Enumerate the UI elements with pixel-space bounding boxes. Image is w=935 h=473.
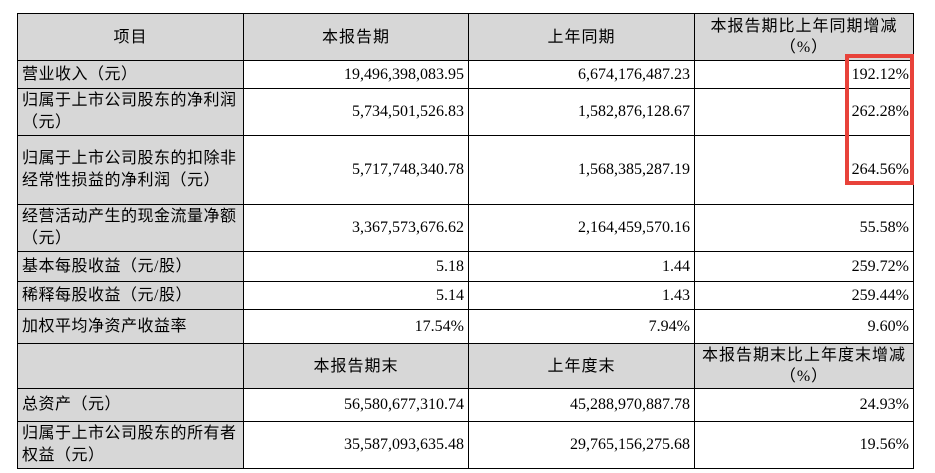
table-row-basic-eps: 基本每股收益（元/股） 5.18 1.44 259.72%: [17, 251, 914, 282]
cell-current: 3,367,573,676.62: [243, 204, 469, 252]
table-row-revenue: 营业收入（元） 19,496,398,083.95 6,674,176,487.…: [17, 60, 914, 89]
cell-prior: 45,288,970,887.78: [468, 388, 695, 422]
row-label: 营业收入（元）: [17, 60, 244, 89]
header-period-change: 本报告期比上年同期增减 （%）: [694, 13, 914, 61]
row-label: 稀释每股收益（元/股）: [17, 281, 244, 310]
cell-prior: 2,164,459,570.16: [468, 204, 695, 252]
cell-prior: 29,765,156,275.68: [468, 421, 695, 469]
cell-change: 264.56%: [694, 135, 914, 205]
header-item: 项目: [17, 13, 244, 61]
cell-change: 192.12%: [694, 60, 914, 89]
cell-prior: 1.43: [468, 281, 695, 310]
header-period-end-change: 本报告期末比上年度末增减 （%）: [694, 343, 914, 389]
row-label: 归属于上市公司股东的净利润（元）: [17, 88, 244, 136]
period-end-header-row: 本报告期末 上年度末 本报告期末比上年度末增减 （%）: [17, 343, 914, 389]
cell-prior: 1.44: [468, 251, 695, 282]
cell-current: 35,587,093,635.48: [243, 421, 469, 469]
cell-current: 5.14: [243, 281, 469, 310]
table-row-weighted-avg-roe: 加权平均净资产收益率 17.54% 7.94% 9.60%: [17, 309, 914, 344]
cell-change: 259.72%: [694, 251, 914, 282]
cell-current: 5,717,748,340.78: [243, 135, 469, 205]
header-current-period: 本报告期: [243, 13, 469, 61]
table-row-operating-cash-flow: 经营活动产生的现金流量净额（元） 3,367,573,676.62 2,164,…: [17, 204, 914, 252]
row-label: 基本每股收益（元/股）: [17, 251, 244, 282]
cell-current: 19,496,398,083.95: [243, 60, 469, 89]
cell-change: 19.56%: [694, 421, 914, 469]
cell-current: 5,734,501,526.83: [243, 88, 469, 136]
cell-current: 56,580,677,310.74: [243, 388, 469, 422]
cell-change: 9.60%: [694, 309, 914, 344]
period-header-row: 项目 本报告期 上年同期 本报告期比上年同期增减 （%）: [17, 13, 914, 61]
cell-change: 262.28%: [694, 88, 914, 136]
table-row-net-profit-excl-nonrecurring: 归属于上市公司股东的扣除非经常性损益的净利润（元） 5,717,748,340.…: [17, 135, 914, 205]
header-period-end-change-line1: 本报告期末比上年度末增减: [701, 347, 906, 364]
header-prior-period: 上年同期: [468, 13, 695, 61]
header-period-change-line1: 本报告期比上年同期增减: [710, 18, 898, 35]
cell-prior: 6,674,176,487.23: [468, 60, 695, 89]
cell-prior: 7.94%: [468, 309, 695, 344]
cell-current: 17.54%: [243, 309, 469, 344]
header-period-end-change-line2: （%）: [779, 368, 829, 385]
cell-change: 55.58%: [694, 204, 914, 252]
table-row-total-assets: 总资产（元） 56,580,677,310.74 45,288,970,887.…: [17, 388, 914, 422]
cell-change: 259.44%: [694, 281, 914, 310]
header-empty: [17, 343, 244, 389]
row-label: 总资产（元）: [17, 388, 244, 422]
table-row-net-profit: 归属于上市公司股东的净利润（元） 5,734,501,526.83 1,582,…: [17, 88, 914, 136]
table-row-owners-equity: 归属于上市公司股东的所有者权益（元） 35,587,093,635.48 29,…: [17, 421, 914, 469]
row-label: 加权平均净资产收益率: [17, 309, 244, 344]
table-row-diluted-eps: 稀释每股收益（元/股） 5.14 1.43 259.44%: [17, 281, 914, 310]
cell-prior: 1,582,876,128.67: [468, 88, 695, 136]
cell-change: 24.93%: [694, 388, 914, 422]
row-label: 归属于上市公司股东的所有者权益（元）: [17, 421, 244, 469]
row-label: 归属于上市公司股东的扣除非经常性损益的净利润（元）: [17, 135, 244, 205]
financial-summary-table: 项目 本报告期 上年同期 本报告期比上年同期增减 （%） 营业收入（元） 19,…: [17, 13, 914, 469]
row-label: 经营活动产生的现金流量净额（元）: [17, 204, 244, 252]
header-period-change-line2: （%）: [779, 39, 829, 56]
header-current-period-end: 本报告期末: [243, 343, 469, 389]
cell-current: 5.18: [243, 251, 469, 282]
cell-prior: 1,568,385,287.19: [468, 135, 695, 205]
header-prior-year-end: 上年度末: [468, 343, 695, 389]
